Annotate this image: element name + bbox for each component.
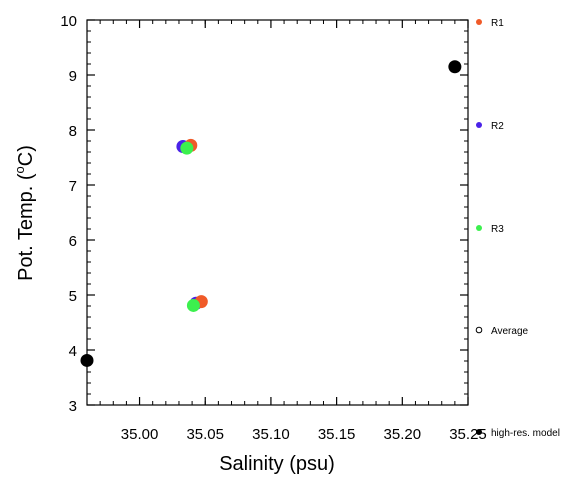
y-tick-label: 6 [69, 233, 77, 250]
legend-label-average: Average [491, 326, 529, 337]
data-points [80, 60, 462, 367]
data-point-high-res-model [80, 353, 94, 367]
legend-label-high-res-model: high-res. model [491, 428, 560, 439]
legend-marker-r1 [476, 19, 482, 25]
legend-marker-r3 [476, 225, 482, 231]
legend-label-r1: R1 [491, 18, 504, 29]
y-tick-label: 3 [69, 398, 77, 415]
x-tick-label: 35.10 [252, 426, 290, 443]
data-point-r3 [180, 141, 194, 155]
x-tick-labels: 35.00 35.05 35.10 35.15 35.20 35.25 [121, 426, 487, 443]
x-tick-label: 35.05 [186, 426, 224, 443]
legend: R1 R2 R3 Average high-res. model [475, 18, 560, 439]
y-axis-label-main: Pot. Temp. ( [15, 173, 37, 281]
legend-marker-high-res-model [476, 429, 482, 435]
legend-label-r3: R3 [491, 224, 504, 235]
y-tick-label: 5 [69, 288, 77, 305]
y-tick-label: 4 [69, 343, 77, 360]
legend-marker-average [475, 326, 483, 334]
legend-label-r2: R2 [491, 121, 504, 132]
x-tick-label: 35.25 [449, 426, 487, 443]
data-point-r3 [186, 298, 200, 312]
x-tick-label: 35.15 [318, 426, 356, 443]
axis-ticks [86, 19, 469, 406]
plot-frame [86, 19, 469, 406]
y-tick-label: 10 [60, 13, 77, 30]
data-point-high-res-model [448, 60, 462, 74]
y-tick-label: 9 [69, 68, 77, 85]
y-axis-label-superscript: o [12, 166, 27, 173]
x-tick-label: 35.20 [384, 426, 422, 443]
y-axis-label: Pot. Temp. (oC) [12, 145, 37, 281]
y-tick-labels: 3 4 5 6 7 8 9 10 [60, 13, 77, 415]
y-tick-label: 8 [69, 123, 77, 140]
x-axis-label: Salinity (psu) [219, 453, 335, 475]
y-axis-label-unit: C) [15, 145, 37, 166]
x-tick-label: 35.00 [121, 426, 159, 443]
y-tick-label: 7 [69, 178, 77, 195]
legend-marker-r2 [476, 122, 482, 128]
